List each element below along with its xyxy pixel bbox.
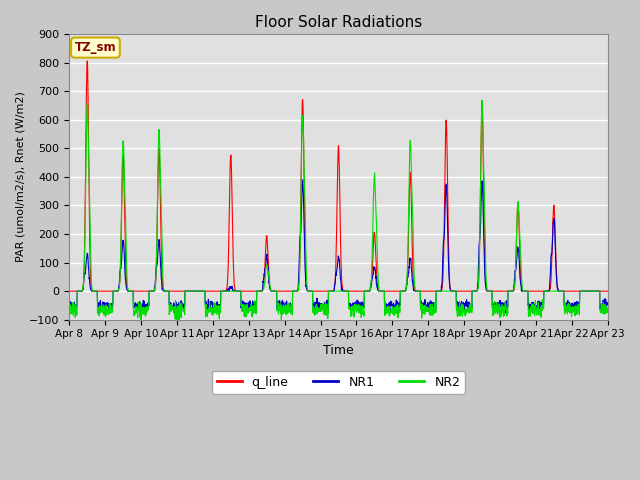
Legend: q_line, NR1, NR2: q_line, NR1, NR2 bbox=[212, 371, 465, 394]
q_line bbox=[495, 288, 502, 294]
X-axis label: Time: Time bbox=[323, 344, 354, 357]
NR2 bbox=[65, 311, 73, 316]
q_line bbox=[83, 58, 91, 64]
NR2 bbox=[354, 308, 362, 314]
Line: NR2: NR2 bbox=[69, 100, 607, 322]
NR1 bbox=[366, 288, 374, 294]
q_line bbox=[216, 288, 223, 294]
NR1 bbox=[299, 177, 307, 183]
NR2 bbox=[572, 312, 579, 318]
NR1 bbox=[495, 304, 502, 310]
NR1 bbox=[572, 300, 579, 306]
Text: TZ_sm: TZ_sm bbox=[75, 41, 116, 54]
q_line bbox=[354, 288, 362, 294]
NR2 bbox=[495, 301, 503, 307]
q_line bbox=[65, 288, 73, 294]
NR1 bbox=[502, 310, 509, 316]
Line: NR1: NR1 bbox=[69, 180, 607, 313]
NR1 bbox=[65, 301, 73, 307]
q_line bbox=[604, 288, 611, 294]
NR2 bbox=[557, 288, 564, 294]
Title: Floor Solar Radiations: Floor Solar Radiations bbox=[255, 15, 422, 30]
q_line bbox=[571, 288, 579, 294]
q_line bbox=[556, 288, 564, 294]
NR1 bbox=[216, 302, 223, 308]
NR2 bbox=[478, 97, 486, 103]
NR1 bbox=[557, 288, 564, 294]
Line: q_line: q_line bbox=[69, 61, 607, 291]
Y-axis label: PAR (umol/m2/s), Rnet (W/m2): PAR (umol/m2/s), Rnet (W/m2) bbox=[15, 91, 25, 262]
NR2 bbox=[366, 288, 374, 294]
NR1 bbox=[354, 305, 362, 311]
NR2 bbox=[216, 316, 223, 322]
NR1 bbox=[604, 302, 611, 308]
NR2 bbox=[278, 319, 285, 324]
NR2 bbox=[604, 306, 611, 312]
q_line bbox=[366, 288, 374, 294]
